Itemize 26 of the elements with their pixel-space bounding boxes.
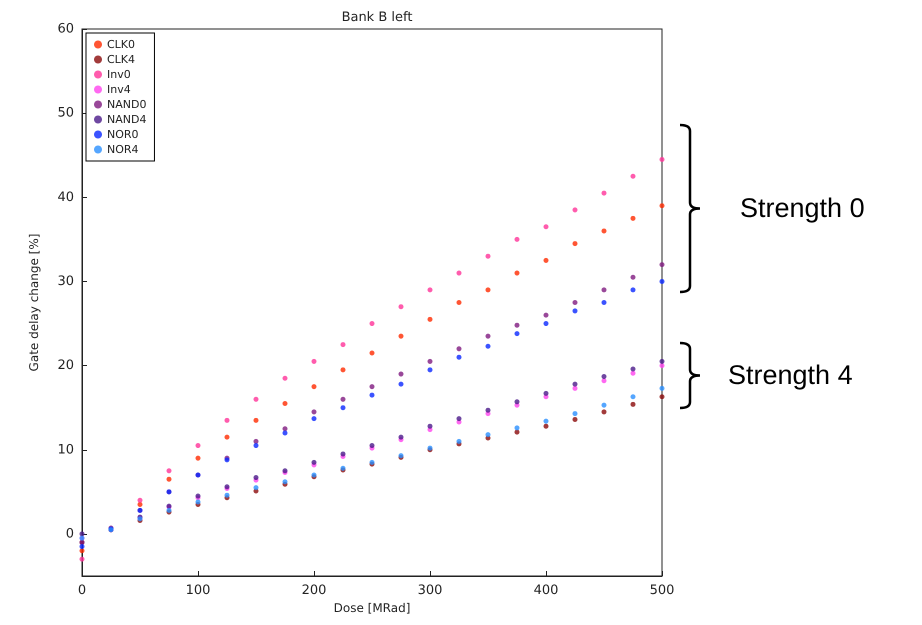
legend-label: NOR4 [107,143,139,156]
y-tick-label: 0 [66,526,74,542]
x-tick-label: 100 [186,583,210,598]
legend-label: NAND0 [107,98,146,111]
x-tick-label: 500 [650,583,674,598]
x-tick-label: 200 [302,583,326,598]
y-tick-label: 10 [57,442,74,458]
chart-title: Bank B left [342,10,412,25]
x-axis-title: Dose [MRad] [334,600,410,615]
y-tick-label: 20 [57,358,74,374]
y-tick-label: 50 [57,106,74,121]
y-tick-label: 30 [57,274,74,289]
x-tick-label: 400 [534,583,558,598]
legend-label: NAND4 [107,113,146,126]
legend-label: CLK0 [107,38,136,51]
y-axis-title: Gate delay change [%] [27,234,41,372]
text: Strength 0 [740,192,865,224]
legend-label: NOR0 [107,128,139,141]
x-tick-label: 300 [418,583,442,598]
legend-label: CLK4 [107,53,136,66]
y-tick-label: 60 [57,22,74,36]
legend-label: Inv0 [107,68,131,81]
legend-label: Inv4 [107,83,131,96]
x-tick-label: 0 [78,583,86,598]
text: Strength 4 [728,360,853,390]
y-tick-label: 40 [57,190,74,205]
